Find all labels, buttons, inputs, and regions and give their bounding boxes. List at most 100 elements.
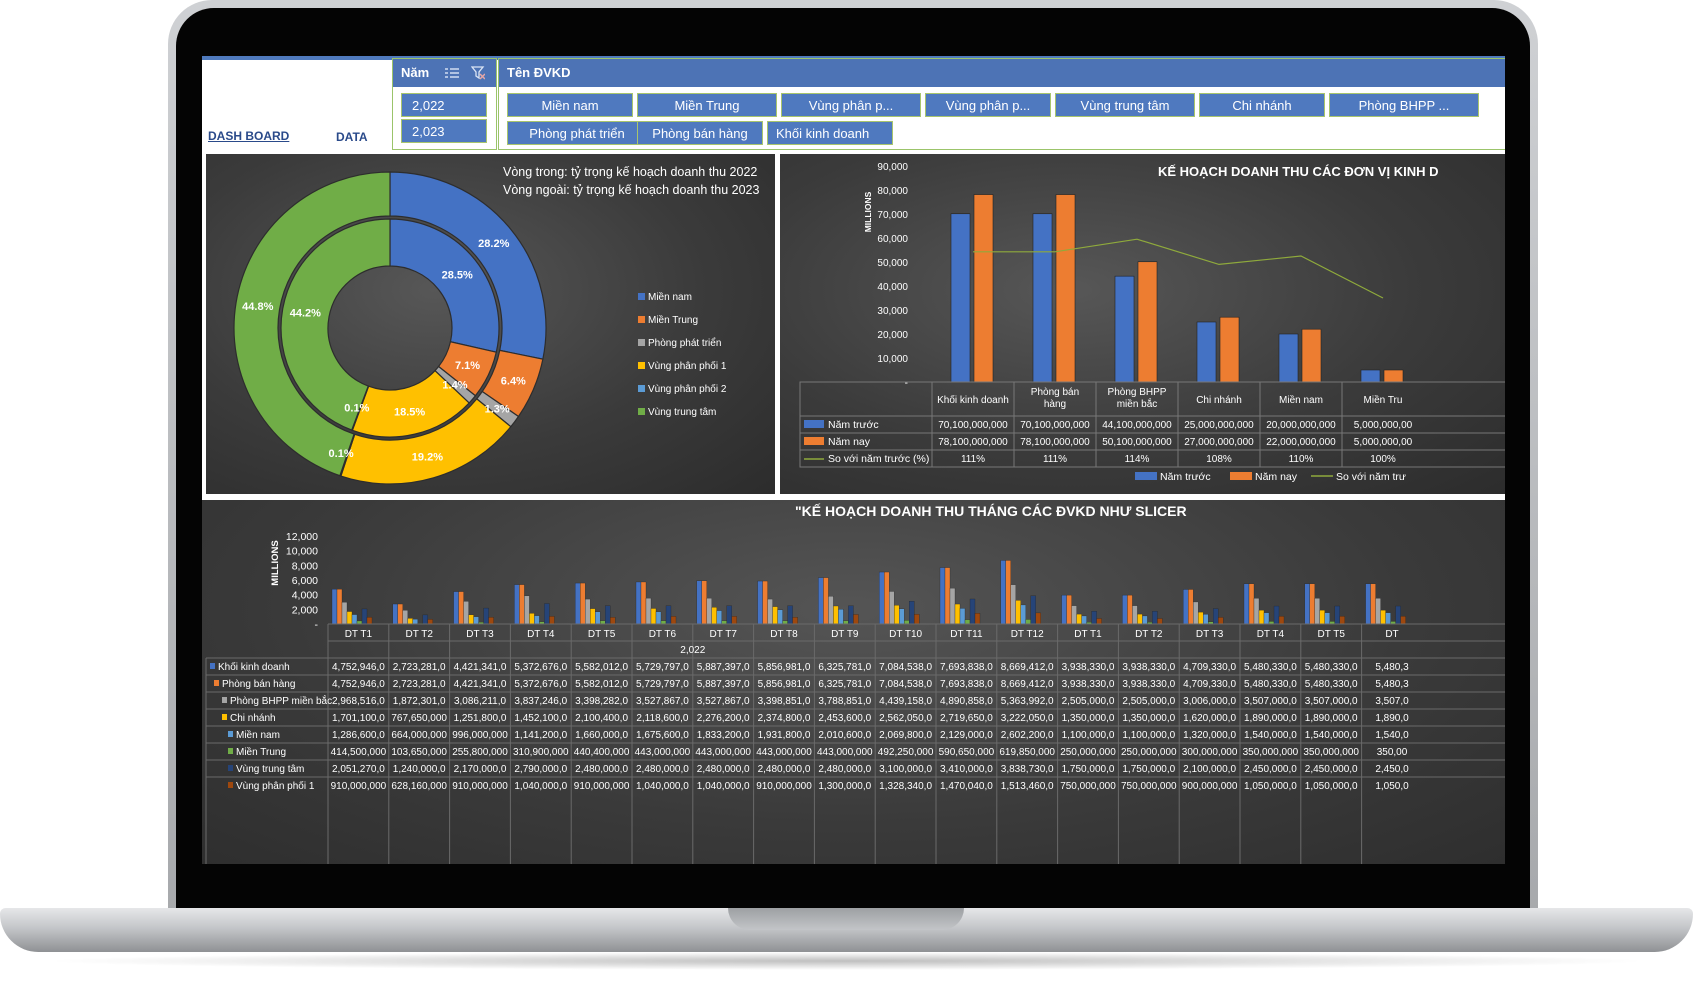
- table-cell: 414,500,000: [331, 747, 387, 758]
- bar-nam-nay-chi-nhanh: [1219, 316, 1240, 383]
- y-tick-label: 80,000: [877, 186, 908, 197]
- table-cell: 2,723,281,0: [393, 662, 446, 673]
- donut-legend-swatch-phong-phat-trien: [638, 339, 645, 346]
- table-row-label: Năm trước: [828, 419, 879, 431]
- monthly-bar-mien-nam: [534, 615, 540, 625]
- table-cell: 1,040,000,0: [636, 781, 689, 792]
- monthly-bar-phong-bhpp-mien-bac: [1132, 605, 1138, 625]
- unit-option-phong-ban-hang[interactable]: Phòng bán hàng: [637, 121, 763, 145]
- unit-option-vung-trung-tam[interactable]: Vùng trung tâm: [1055, 93, 1195, 117]
- y-tick-label: 30,000: [877, 306, 908, 317]
- monthly-bar-mien-nam: [1081, 615, 1087, 625]
- table-cell: 2,450,0: [1375, 764, 1409, 775]
- month-category-label: DT T5: [1317, 629, 1345, 640]
- legend-swatch-nam-truoc: [1135, 472, 1157, 480]
- monthly-bar-vung-phan-phoi-1: [549, 616, 555, 625]
- table-cell: 44,100,000,000: [1102, 420, 1172, 431]
- year-option-2022[interactable]: 2,022: [401, 93, 487, 117]
- table-legend-key: [804, 437, 824, 445]
- table-cell: 4,752,946,0: [332, 662, 385, 673]
- monthly-revenue-y-axis-label: MILLIONS: [270, 540, 281, 585]
- table-row-label: Chi nhánh: [230, 713, 276, 724]
- unit-option-mien-nam[interactable]: Miền nam: [507, 93, 633, 117]
- monthly-bar-mien-nam: [777, 609, 783, 625]
- legend-swatch-nam-nay: [1230, 472, 1252, 480]
- table-cell: 5,480,330,0: [1305, 679, 1358, 690]
- table-cell: 1,540,000,0: [1305, 730, 1358, 741]
- monthly-bar-khoi-kinh-doanh: [1000, 560, 1006, 625]
- table-cell: 1,050,000,0: [1305, 781, 1358, 792]
- y-tick-label: 2,000: [292, 604, 318, 616]
- month-category-label: DT T9: [831, 629, 859, 640]
- monthly-bar-mien-nam: [1142, 615, 1148, 625]
- month-category-label: DT T6: [649, 629, 677, 640]
- table-cell: 5,856,981,0: [758, 662, 811, 673]
- table-cell: 1,251,800,0: [454, 713, 507, 724]
- table-cell: 4,421,341,0: [454, 662, 507, 673]
- bar-nam-truoc-phong-bhpp-mien-bac: [1114, 275, 1135, 383]
- table-row-swatch: [228, 748, 233, 754]
- unit-option-vung-phan-phoi-1[interactable]: Vùng phân p...: [781, 93, 921, 117]
- table-cell: 1,833,200,0: [697, 730, 750, 741]
- unit-revenue-chart-title: KẾ HOẠCH DOANH THU CÁC ĐƠN VỊ KINH D: [1158, 164, 1438, 179]
- table-cell: 3,222,050,0: [1001, 713, 1054, 724]
- monthly-bar-khoi-kinh-doanh: [1061, 594, 1067, 625]
- y-tick-label: 20,000: [877, 330, 908, 341]
- monthly-bar-vung-phan-phoi-1: [731, 616, 737, 625]
- table-cell: 1,100,000,0: [1062, 730, 1115, 741]
- donut-legend-swatch-vung-phan-phoi-2: [638, 385, 645, 392]
- table-cell: 5,480,3: [1375, 662, 1409, 673]
- donut-chart: Vòng trong: tỷ trọng kế hoạch doanh thu …: [233, 165, 759, 485]
- table-cell: 3,938,330,0: [1062, 662, 1115, 673]
- unit-option-mien-trung[interactable]: Miền Trung: [637, 93, 777, 117]
- monthly-bar-chi-nhanh: [468, 614, 474, 625]
- table-cell: 1,328,340,0: [879, 781, 932, 792]
- unit-option-vung-phan-phoi-2[interactable]: Vùng phân p...: [925, 93, 1051, 117]
- month-category-label: DT: [1385, 629, 1398, 640]
- donut-legend-item-vung-trung-tam: Vùng trung tâm: [648, 407, 716, 418]
- monthly-bar-mien-nam: [899, 608, 905, 625]
- donut-inner-slice-mien-nam: [389, 218, 500, 353]
- table-cell: 3,507,000,0: [1244, 696, 1297, 707]
- monthly-bar-vung-trung-tam: [605, 605, 611, 625]
- unit-revenue-chart-panel: KẾ HOẠCH DOANH THU CÁC ĐƠN VỊ KINH D MIL…: [780, 154, 1505, 494]
- donut-outer-label-phong-phat-trien: 1.3%: [485, 403, 510, 415]
- table-cell: 5,000,000,00: [1354, 437, 1413, 448]
- bar-nam-truoc-mien-nam: [1278, 333, 1299, 383]
- table-cell: 22,000,000,000: [1266, 437, 1336, 448]
- multi-select-icon[interactable]: [445, 67, 459, 79]
- unit-option-chi-nhanh[interactable]: Chi nhánh: [1199, 93, 1325, 117]
- monthly-bar-mien-nam: [412, 618, 418, 625]
- dashboard-link[interactable]: DASH BOARD: [208, 129, 290, 143]
- unit-option-khoi-kinh-doanh[interactable]: Khối kinh doanh: [767, 121, 893, 145]
- monthly-bar-chi-nhanh: [954, 603, 961, 625]
- table-cell: 750,000,000: [1060, 781, 1116, 792]
- line-so-voi-nam-truoc: [973, 238, 1384, 299]
- table-cell: 5,372,676,0: [514, 662, 567, 673]
- monthly-bar-mien-nam: [959, 608, 966, 625]
- table-cell: 300,000,000: [1182, 747, 1238, 758]
- clear-filter-icon[interactable]: [471, 66, 485, 80]
- table-cell: 664,000,000: [391, 730, 447, 741]
- data-link[interactable]: DATA: [336, 130, 368, 144]
- table-cell: 2,719,650,0: [940, 713, 993, 724]
- donut-legend-swatch-vung-phan-phoi-1: [638, 362, 645, 369]
- monthly-bar-phong-bhpp-mien-bac: [1010, 584, 1016, 625]
- table-cell: 3,006,000,0: [1183, 696, 1236, 707]
- table-cell: 2,010,600,0: [818, 730, 871, 741]
- donut-inner-slice-vung-trung-tam: [280, 218, 391, 431]
- table-cell: 1,750,000,0: [1062, 764, 1115, 775]
- table-cell: 2,968,516,0: [332, 696, 385, 707]
- table-cell: 350,00: [1377, 747, 1408, 758]
- monthly-bar-khoi-kinh-doanh: [1183, 589, 1189, 625]
- year-option-2023[interactable]: 2,023: [401, 119, 487, 143]
- monthly-bar-vung-trung-tam: [1273, 605, 1280, 625]
- table-cell: 1,675,600,0: [636, 730, 689, 741]
- table-cell: 2,170,000,0: [454, 764, 507, 775]
- unit-option-phong-phat-trien[interactable]: Phòng phát triển: [507, 121, 647, 145]
- donut-legend-item-vung-phan-phoi-1: Vùng phân phối 1: [648, 360, 727, 372]
- unit-option-phong-bhpp[interactable]: Phòng BHPP ...: [1329, 93, 1479, 117]
- donut-outer-label-mien-nam: 28.2%: [478, 238, 509, 250]
- table-cell: 8,669,412,0: [1001, 679, 1054, 690]
- monthly-bar-phong-bhpp-mien-bac: [524, 595, 530, 625]
